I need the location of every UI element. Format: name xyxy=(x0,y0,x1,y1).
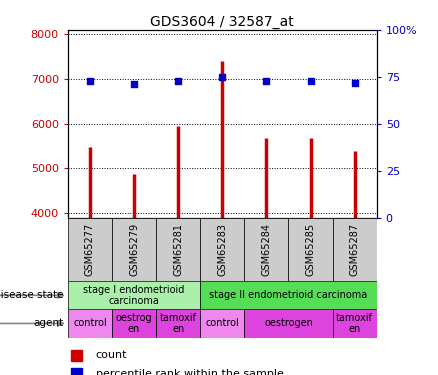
Title: GDS3604 / 32587_at: GDS3604 / 32587_at xyxy=(150,15,294,29)
Text: control: control xyxy=(205,318,239,328)
Bar xyxy=(68,281,200,309)
Bar xyxy=(71,368,82,375)
Text: GSM65281: GSM65281 xyxy=(173,223,183,276)
Bar xyxy=(289,217,332,281)
Point xyxy=(307,78,314,84)
Point xyxy=(263,78,270,84)
Text: control: control xyxy=(73,318,107,328)
Bar xyxy=(156,309,200,338)
Point xyxy=(219,74,226,80)
Bar xyxy=(156,217,200,281)
Bar xyxy=(112,217,156,281)
Point xyxy=(86,78,93,84)
Text: oestrog
en: oestrog en xyxy=(116,313,152,334)
Bar xyxy=(112,309,156,338)
Text: count: count xyxy=(95,350,127,360)
Text: GSM65279: GSM65279 xyxy=(129,223,139,276)
Text: disease state: disease state xyxy=(0,290,64,300)
Point xyxy=(131,81,138,87)
Bar xyxy=(71,350,82,361)
Bar xyxy=(332,309,377,338)
Text: percentile rank within the sample: percentile rank within the sample xyxy=(95,369,283,375)
Text: oestrogen: oestrogen xyxy=(264,318,313,328)
Text: GSM65283: GSM65283 xyxy=(217,223,227,276)
Text: GSM65285: GSM65285 xyxy=(306,223,315,276)
Bar xyxy=(244,217,289,281)
Text: GSM65287: GSM65287 xyxy=(350,223,360,276)
Text: agent: agent xyxy=(33,318,64,328)
Text: GSM65284: GSM65284 xyxy=(261,223,272,276)
Bar xyxy=(68,309,112,338)
Bar xyxy=(332,217,377,281)
Text: stage II endometrioid carcinoma: stage II endometrioid carcinoma xyxy=(209,290,367,300)
Bar xyxy=(200,217,244,281)
Text: GSM65277: GSM65277 xyxy=(85,223,95,276)
Text: stage I endometrioid
carcinoma: stage I endometrioid carcinoma xyxy=(83,285,185,306)
Point xyxy=(175,78,182,84)
Text: tamoxif
en: tamoxif en xyxy=(336,313,373,334)
Text: tamoxif
en: tamoxif en xyxy=(160,313,197,334)
Bar xyxy=(244,309,332,338)
Bar xyxy=(200,281,377,309)
Point xyxy=(351,80,358,86)
Bar xyxy=(68,217,112,281)
Bar xyxy=(200,309,244,338)
